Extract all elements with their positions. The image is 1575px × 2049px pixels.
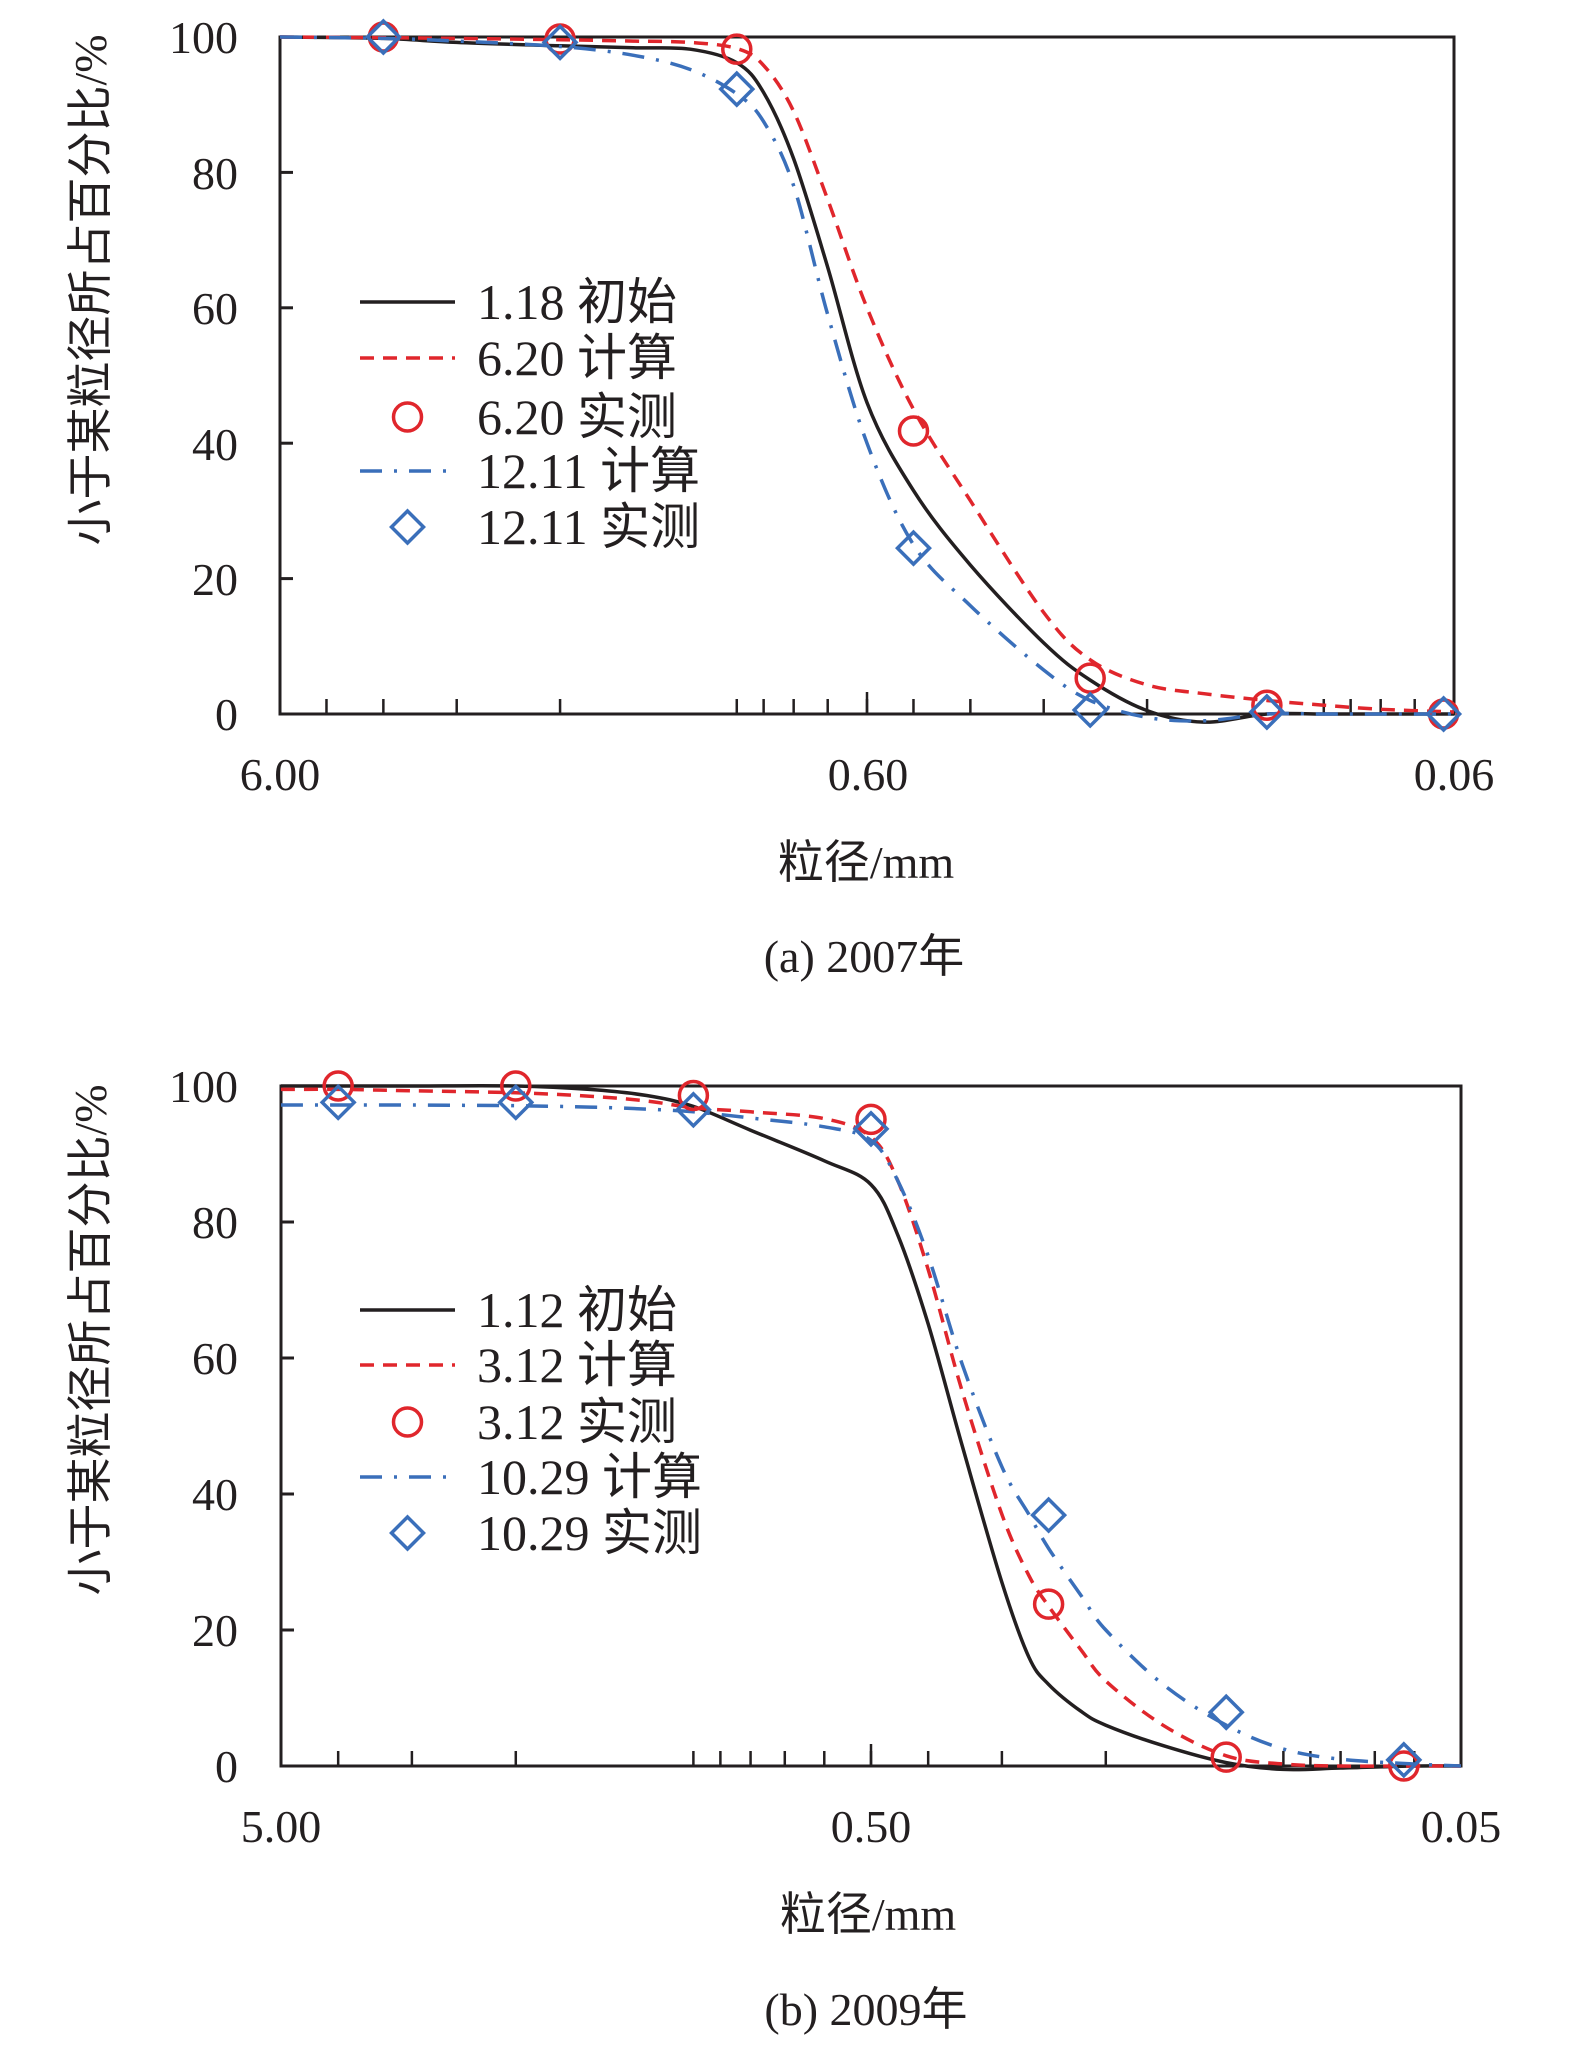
legend: 1.18 初始 6.20 计算 6.20 实测 12.11 计算 12.11 实…: [477, 274, 700, 555]
data-point: [1032, 1588, 1065, 1620]
y-tick-label: 60: [192, 283, 238, 334]
data-point: [1210, 1741, 1242, 1773]
legend-marker-symbol: [391, 1406, 424, 1438]
series-line: [281, 1083, 1461, 1772]
chart-panel-2007: 0 20 40 60 80 100 6.00 0.60 0.06 粒径/mm 小…: [65, 12, 1494, 982]
x-axis-title: 粒径/mm: [780, 1889, 957, 1940]
data-point: [1207, 1693, 1245, 1731]
x-tick-label: 0.05: [1421, 1801, 1502, 1852]
y-tick-label: 0: [215, 689, 238, 740]
y-tick-label: 20: [192, 1605, 238, 1656]
legend-label: 1.12 初始: [477, 1282, 677, 1338]
data-point: [721, 33, 753, 65]
plot-frame: [278, 35, 1456, 716]
legend-marker-symbol: [391, 401, 424, 433]
legend-label: 10.29 计算: [477, 1449, 702, 1505]
data-point: [500, 1070, 532, 1102]
y-tick-label: 60: [192, 1333, 238, 1384]
legend-marker-symbol: [389, 508, 426, 546]
y-tick-label: 20: [192, 554, 238, 605]
figure-caption: (b) 2009年: [764, 1984, 967, 2035]
data-point: [541, 23, 579, 61]
x-axis-title: 粒径/mm: [778, 837, 955, 888]
legend-label: 1.18 初始: [477, 274, 677, 330]
legend: 1.12 初始 3.12 计算 3.12 实测 10.29 计算 10.29 实…: [477, 1282, 702, 1561]
data-point: [677, 1079, 710, 1112]
y-tick-label: 80: [192, 1197, 238, 1248]
data-point: [322, 1070, 354, 1102]
data-point: [1251, 689, 1283, 721]
y-tick-label: 80: [192, 148, 238, 199]
figure-caption: (a) 2007年: [764, 931, 965, 982]
legend-label: 3.12 实测: [477, 1394, 677, 1450]
y-tick-label: 100: [169, 1061, 238, 1112]
data-point: [319, 1083, 357, 1121]
x-tick-label: 0.50: [831, 1801, 912, 1852]
legend-marker-symbol: [389, 1514, 426, 1552]
y-tick-label: 100: [169, 12, 238, 63]
data-point: [1425, 695, 1463, 733]
series-line: [280, 35, 1454, 723]
legend-label: 6.20 实测: [477, 389, 677, 445]
x-tick-label: 5.00: [241, 1801, 322, 1852]
y-axis-title: 小于某粒径所占百分比/%: [65, 1084, 116, 1595]
y-tick-label: 40: [192, 419, 238, 470]
data-point: [674, 1091, 712, 1129]
series-line: [280, 35, 1454, 714]
series-line: [281, 1087, 1461, 1768]
data-point: [718, 70, 756, 108]
x-tick-label: 0.06: [1414, 749, 1495, 800]
data-point: [1248, 693, 1286, 731]
data-point: [897, 415, 930, 447]
data-point: [855, 1103, 887, 1136]
data-point: [497, 1083, 535, 1121]
series-line: [281, 1103, 1461, 1768]
legend-label: 12.11 实测: [477, 499, 700, 555]
legend-label: 12.11 计算: [477, 443, 700, 499]
data-point: [1385, 1741, 1423, 1779]
data-point: [1388, 1750, 1420, 1782]
plot-area: [278, 18, 1463, 733]
plot-area: [279, 1070, 1463, 1782]
legend-label: 6.20 计算: [477, 330, 677, 386]
series-line: [280, 35, 1454, 724]
plot-frame: [279, 1084, 1463, 1768]
data-point: [895, 529, 932, 567]
y-axis-title: 小于某粒径所占百分比/%: [65, 34, 116, 545]
y-tick-label: 0: [215, 1741, 238, 1792]
chart-panel-2009: 0 20 40 60 80 100 5.00 0.50 0.05 粒径/mm 小…: [65, 1061, 1501, 2035]
data-point: [1071, 691, 1109, 729]
data-point: [852, 1110, 890, 1148]
data-point: [1030, 1496, 1068, 1534]
y-tick-label: 40: [192, 1469, 238, 1520]
legend-label: 10.29 实测: [477, 1505, 702, 1561]
data-point: [364, 18, 402, 56]
x-tick-label: 0.60: [828, 749, 909, 800]
x-tick-label: 6.00: [240, 749, 321, 800]
legend-label: 3.12 计算: [477, 1337, 677, 1393]
